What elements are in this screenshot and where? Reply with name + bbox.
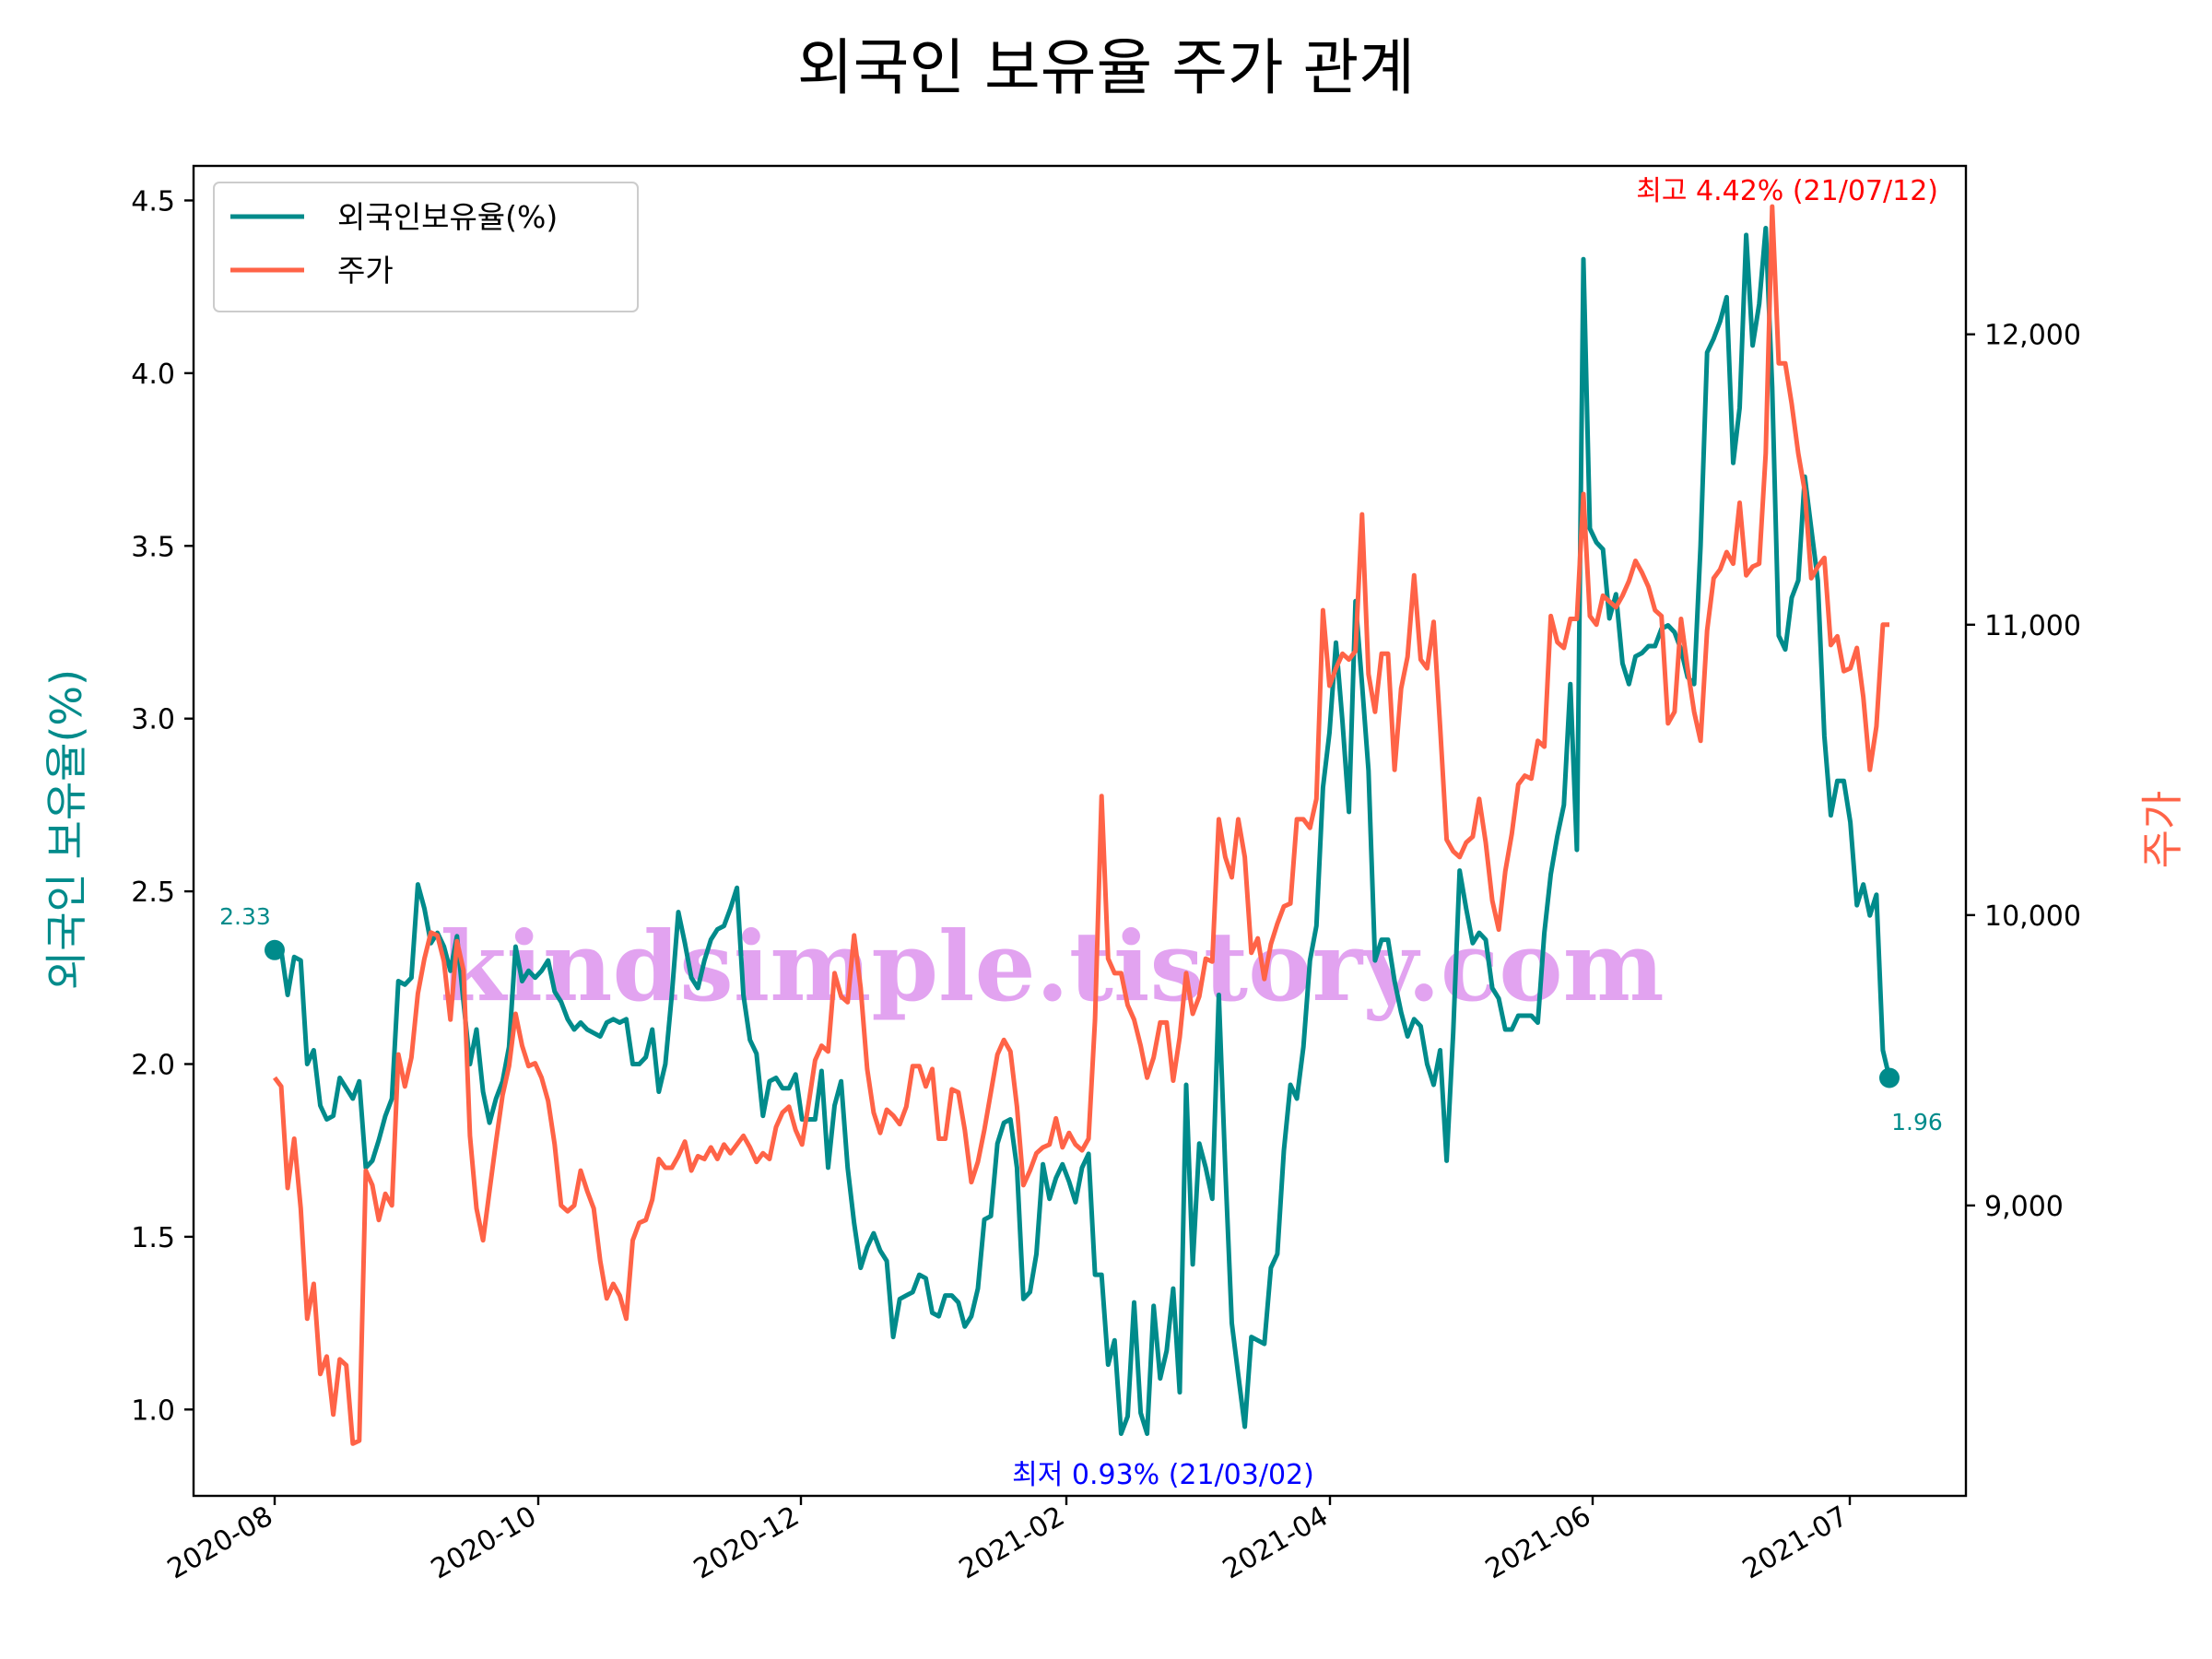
left-tick-label: 2.5 (131, 877, 175, 909)
series-line-price (272, 204, 1889, 1446)
x-axis: 2020-08 2020-10 2020-12 2021-02 2021-04 2021-… (162, 1496, 1853, 1586)
x-tick-label: 2020-08 (162, 1500, 278, 1586)
watermark-text: kindsimple.tistory.com (440, 910, 1664, 1023)
max-annotation: 최고 4.42% (21/07/12) (1636, 175, 1938, 207)
legend: 외국인보유율(%) 주가 (213, 182, 639, 312)
start-value-label: 2.33 (219, 903, 271, 930)
right-tick-label: 10,000 (1984, 900, 2081, 933)
end-markers (265, 939, 1900, 1088)
end-marker (1879, 1067, 1900, 1088)
x-tick-label: 2021-02 (954, 1500, 1070, 1586)
legend-box (213, 182, 639, 312)
x-tick-label: 2020-12 (688, 1500, 805, 1586)
right-tick-label: 12,000 (1984, 320, 2081, 352)
right-y-axis: 9,000 10,000 11,000 12,000 (1966, 320, 2081, 1223)
series-lines (272, 204, 1892, 1446)
left-tick-label: 2.0 (131, 1049, 175, 1081)
legend-label-price: 주가 (337, 253, 394, 288)
x-tick-label: 2020-10 (426, 1500, 542, 1586)
min-annotation: 최저 0.93% (21/03/02) (1012, 1459, 1314, 1491)
end-value-label: 1.96 (1891, 1109, 1943, 1135)
right-tick-label: 9,000 (1984, 1191, 2064, 1223)
x-tick-label: 2021-06 (1480, 1500, 1596, 1586)
left-tick-label: 3.0 (131, 704, 175, 736)
start-marker (265, 939, 285, 960)
chart-title: 외국인 보유율 주가 관계 (797, 32, 1415, 103)
x-tick-label: 2021-04 (1218, 1500, 1334, 1586)
left-tick-label: 4.5 (131, 185, 175, 218)
left-y-axis: 1.0 1.5 2.0 2.5 3.0 3.5 4.0 4.5 (131, 185, 194, 1427)
left-axis-label: 외국인 보유율(%) (41, 669, 91, 990)
left-tick-label: 1.5 (131, 1222, 175, 1254)
plot-frame (192, 164, 1968, 1498)
legend-label-foreign: 외국인보유율(%) (337, 199, 558, 235)
left-tick-label: 1.0 (131, 1394, 175, 1427)
right-axis-label: 주가 (2137, 791, 2187, 869)
left-tick-label: 3.5 (131, 531, 175, 563)
left-tick-label: 4.0 (131, 359, 175, 391)
right-tick-label: 11,000 (1984, 610, 2081, 642)
series-line-foreign (275, 226, 1892, 1436)
watermark: kindsimple.tistory.com (440, 910, 1664, 1023)
x-tick-label: 2021-07 (1737, 1500, 1853, 1586)
